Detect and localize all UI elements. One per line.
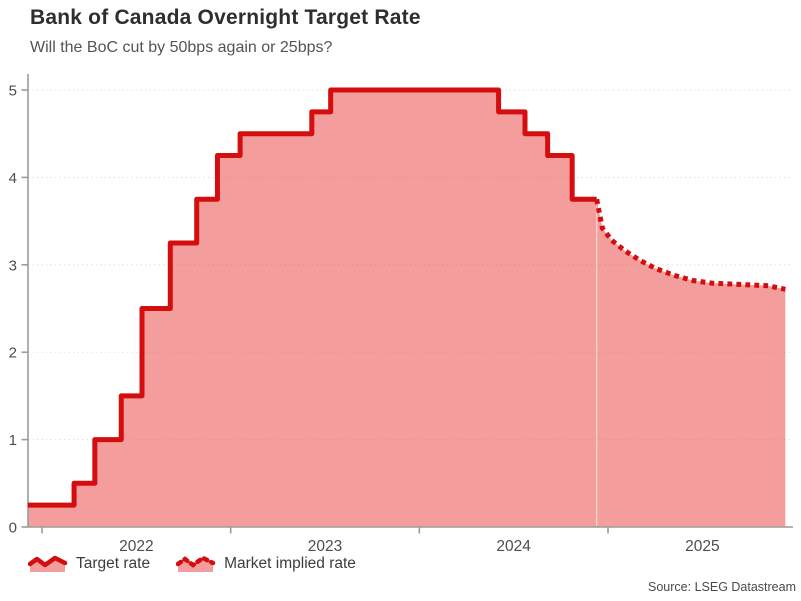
y-tick-label-3: 3 (9, 257, 17, 274)
market-implied-line (594, 198, 786, 292)
y-tick-label-4: 4 (9, 170, 17, 187)
chart-subtitle: Will the BoC cut by 50bps again or 25bps… (30, 39, 333, 56)
y-tick-label-2: 2 (9, 345, 17, 362)
x-tick-label-2022: 2022 (119, 538, 153, 555)
target-rate-area (27, 90, 597, 527)
legend-label-target-rate: Target rate (76, 554, 151, 572)
market-implied-rate-legend-icon (176, 555, 216, 572)
legend-label-market-implied-rate: Market implied rate (224, 554, 356, 572)
x-tick-label-2025: 2025 (685, 538, 719, 555)
source-credit: Source: LSEG Datastream (648, 580, 796, 594)
implied-rate-area (596, 199, 786, 527)
chart-legend: Target rate Market implied rate (28, 554, 356, 573)
chart-title: Bank of Canada Overnight Target Rate (30, 6, 421, 29)
legend-item-target-rate: Target rate (28, 554, 150, 573)
target-rate-line (27, 87, 597, 508)
target-rate-legend-icon (28, 555, 68, 572)
x-tick-label-2023: 2023 (308, 538, 342, 555)
legend-item-market-implied-rate: Market implied rate (176, 554, 356, 573)
y-tick-label-0: 0 (9, 520, 17, 537)
y-tick-label-5: 5 (9, 83, 17, 100)
x-tick-label-2024: 2024 (496, 538, 531, 555)
y-tick-label-1: 1 (9, 432, 17, 449)
